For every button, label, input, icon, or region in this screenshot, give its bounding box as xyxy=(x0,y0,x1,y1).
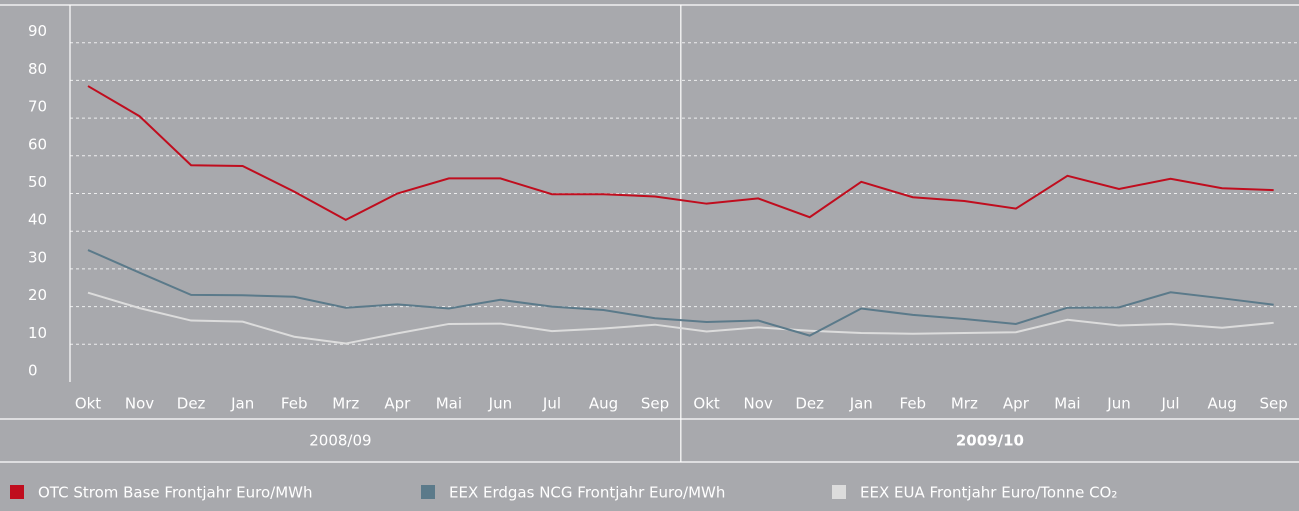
y-tick-label: 30 xyxy=(28,248,47,266)
legend-swatch xyxy=(10,485,24,499)
x-tick-label: Mai xyxy=(1054,395,1080,413)
x-tick-label: Okt xyxy=(693,395,719,413)
series-line xyxy=(87,291,1274,345)
x-tick-label: Jul xyxy=(542,395,561,413)
x-tick-label: Okt xyxy=(75,395,101,413)
series-line xyxy=(87,249,1274,337)
x-tick-label: Nov xyxy=(125,395,154,413)
x-tick-label: Mrz xyxy=(951,395,978,413)
x-tick-label: Jan xyxy=(230,395,254,413)
x-tick-label: Jul xyxy=(1160,395,1179,413)
x-tick-label: Dez xyxy=(795,395,824,413)
x-tick-label: Dez xyxy=(177,395,206,413)
x-tick-label: Mai xyxy=(436,395,462,413)
x-tick-label: Aug xyxy=(1207,395,1236,413)
y-tick-label: 50 xyxy=(28,173,47,191)
legend-label: OTC Strom Base Frontjahr Euro/MWh xyxy=(38,484,313,502)
y-tick-label: 20 xyxy=(28,286,47,304)
x-tick-label: Apr xyxy=(384,395,411,413)
series-line xyxy=(87,85,1274,222)
legend-label: EEX Erdgas NCG Frontjahr Euro/MWh xyxy=(449,484,725,502)
y-tick-label: 60 xyxy=(28,135,47,153)
x-tick-label: Sep xyxy=(641,395,669,413)
x-tick-label: Jun xyxy=(488,395,512,413)
x-tick-label: Feb xyxy=(281,395,308,413)
group-label: 2008/09 xyxy=(309,432,371,450)
x-tick-label: Jan xyxy=(849,395,873,413)
x-tick-label: Aug xyxy=(589,395,618,413)
x-tick-label: Mrz xyxy=(332,395,359,413)
y-tick-label: 70 xyxy=(28,98,47,116)
x-tick-label: Feb xyxy=(900,395,927,413)
y-tick-label: 0 xyxy=(28,362,38,380)
group-label: 2009/10 xyxy=(956,432,1024,450)
x-tick-label: Sep xyxy=(1260,395,1288,413)
y-tick-label: 80 xyxy=(28,60,47,78)
y-tick-label: 40 xyxy=(28,211,47,229)
x-tick-label: Apr xyxy=(1003,395,1030,413)
x-tick-label: Nov xyxy=(744,395,773,413)
y-tick-label: 10 xyxy=(28,324,47,342)
x-tick-label: Jun xyxy=(1106,395,1130,413)
legend-swatch xyxy=(421,485,435,499)
y-tick-label: 90 xyxy=(28,22,47,40)
legend-label: EEX EUA Frontjahr Euro/Tonne CO₂ xyxy=(860,484,1117,502)
legend-swatch xyxy=(832,485,846,499)
